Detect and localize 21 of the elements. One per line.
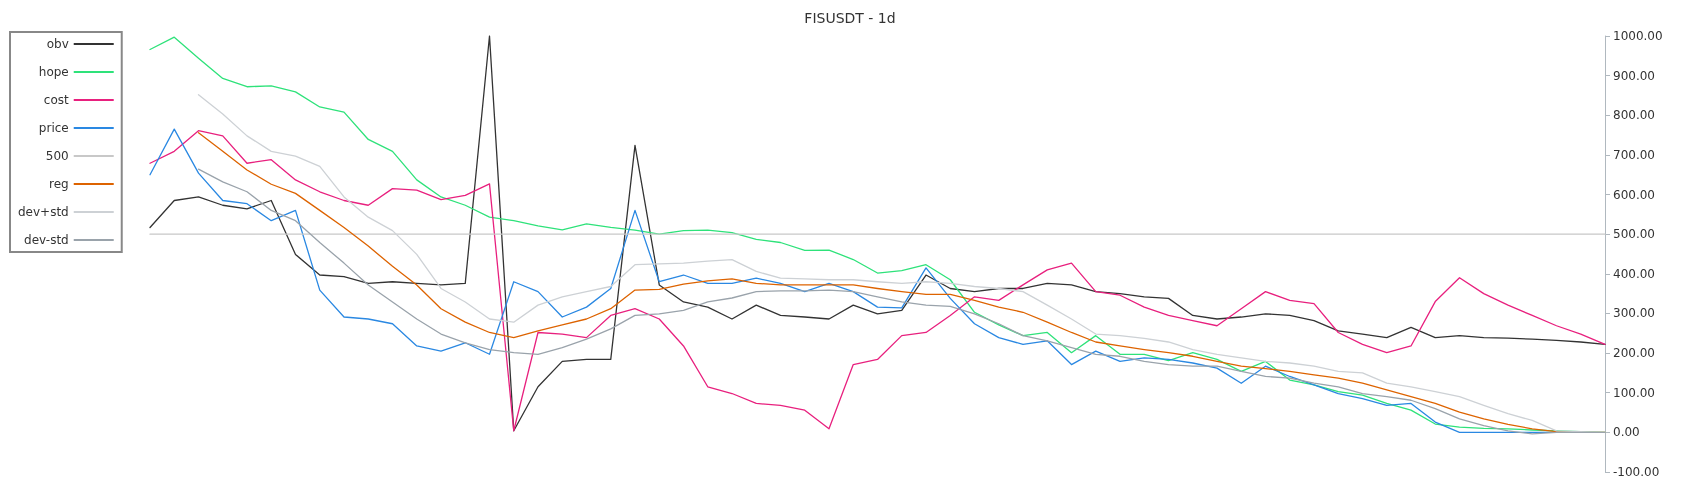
y-tick-label: 800.00 <box>1613 108 1655 123</box>
y-tick-label: 700.00 <box>1613 147 1655 162</box>
y-tick-label: 300.00 <box>1613 306 1655 321</box>
legend-label: price <box>38 121 69 135</box>
legend-label: obv <box>46 37 69 51</box>
y-tick-label: -100.00 <box>1613 465 1660 479</box>
legend-label: reg <box>49 177 69 191</box>
legend-label: 500 <box>45 149 69 163</box>
chart-title: FISUSDT - 1d <box>804 10 896 26</box>
y-tick-label: 100.00 <box>1613 385 1655 400</box>
y-tick-label: 1000.00 <box>1613 29 1663 43</box>
legend-label: cost <box>43 93 70 107</box>
y-tick-label: 600.00 <box>1613 187 1655 202</box>
y-tick-label: 500.00 <box>1613 227 1655 242</box>
y-tick-label: 900.00 <box>1613 68 1655 83</box>
y-tick-label: 200.00 <box>1613 346 1655 361</box>
y-tick-label: 0.00 <box>1613 425 1640 440</box>
legend-label: dev+std <box>18 205 69 219</box>
legend-label: hope <box>38 65 69 79</box>
y-tick-label: 400.00 <box>1613 266 1655 281</box>
legend-label: dev-std <box>24 233 69 247</box>
